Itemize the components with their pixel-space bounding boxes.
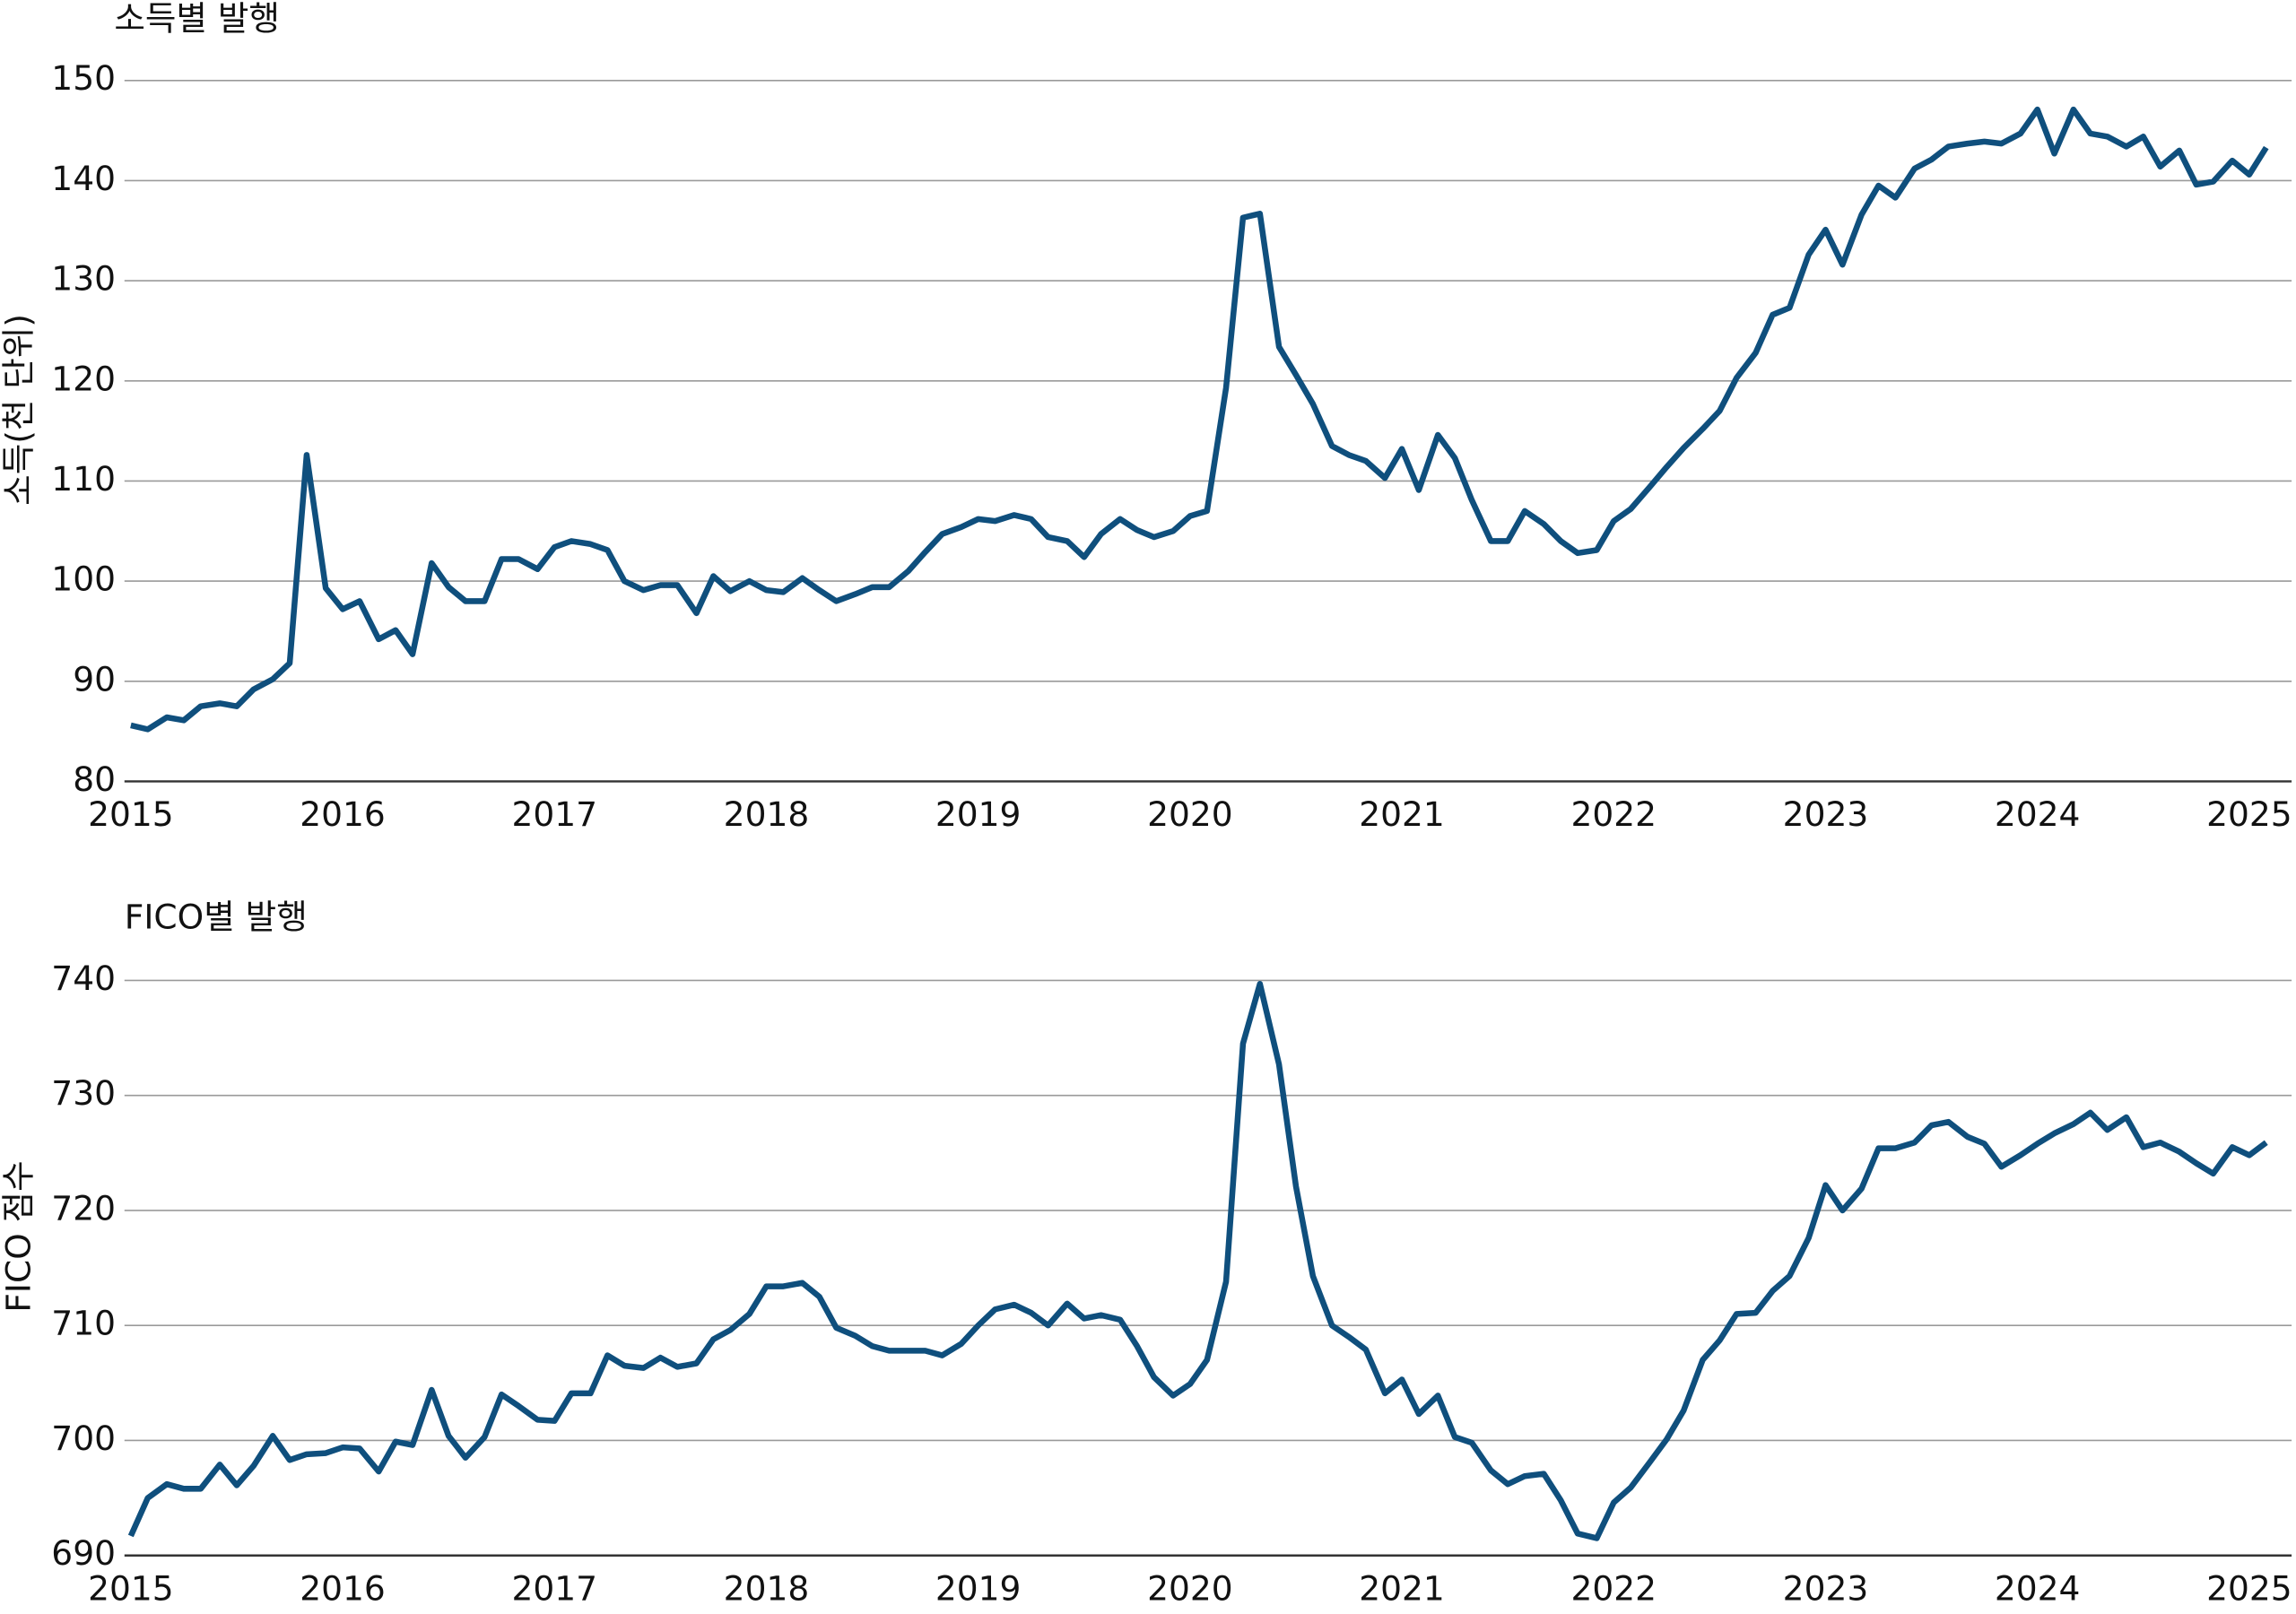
y-tick-label: 110 — [51, 459, 116, 499]
y-tick-label: 150 — [51, 58, 116, 98]
y-tick-label: 120 — [51, 359, 116, 398]
x-tick-label: 2018 — [724, 1568, 810, 1608]
y-tick-label: 740 — [51, 959, 116, 998]
y-axis-label: FICO 점수 — [0, 1160, 38, 1312]
y-tick-label: 730 — [51, 1073, 116, 1113]
y-tick-label: 100 — [51, 560, 116, 599]
x-tick-label: 2015 — [88, 1568, 174, 1608]
y-tick-label: 80 — [73, 759, 116, 799]
x-tick-label: 2019 — [935, 1568, 1022, 1608]
chart-title: FICO별 발행 — [125, 897, 308, 936]
y-tick-label: 700 — [51, 1419, 116, 1458]
data-line — [130, 106, 2269, 733]
y-tick-label: 90 — [73, 659, 116, 699]
x-tick-label: 2020 — [1147, 794, 1233, 834]
x-tick-label: 2016 — [300, 794, 386, 834]
y-tick-label: 710 — [51, 1304, 116, 1343]
y-axis-label: 소득(천 단위) — [0, 314, 38, 506]
x-tick-label: 2023 — [1783, 1568, 1869, 1608]
x-tick-label: 2021 — [1359, 794, 1445, 834]
x-tick-label: 2024 — [1995, 794, 2081, 834]
x-tick-label: 2021 — [1359, 1568, 1445, 1608]
x-tick-label: 2022 — [1570, 1568, 1657, 1608]
x-tick-label: 2017 — [511, 1568, 597, 1608]
x-tick-label: 2022 — [1570, 794, 1657, 834]
x-tick-label: 2024 — [1995, 1568, 2081, 1608]
x-tick-label: 2020 — [1147, 1568, 1233, 1608]
x-tick-label: 2025 — [2206, 1568, 2292, 1608]
data-line — [127, 980, 2268, 1541]
x-tick-label: 2019 — [935, 794, 1022, 834]
x-tick-label: 2016 — [300, 1568, 386, 1608]
y-tick-label: 720 — [51, 1188, 116, 1228]
y-tick-label: 140 — [51, 159, 116, 198]
y-tick-label: 130 — [51, 259, 116, 299]
x-tick-label: 2018 — [724, 794, 810, 834]
x-tick-label: 2025 — [2206, 794, 2292, 834]
y-tick-label: 690 — [51, 1533, 116, 1573]
chart-title: 소득별 발행 — [114, 0, 280, 38]
x-tick-label: 2023 — [1783, 794, 1869, 834]
x-tick-label: 2017 — [511, 794, 597, 834]
x-tick-label: 2015 — [88, 794, 174, 834]
